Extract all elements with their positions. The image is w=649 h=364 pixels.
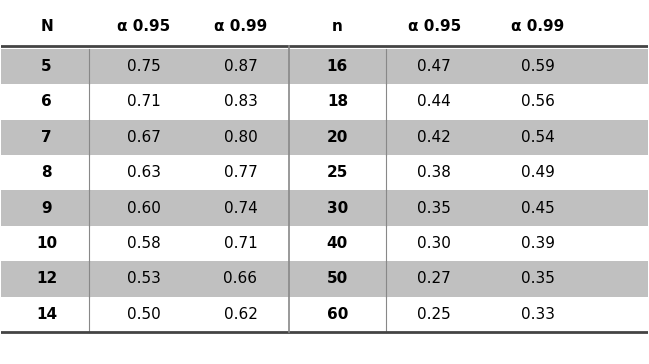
Text: 0.35: 0.35 <box>520 271 555 286</box>
Text: 0.80: 0.80 <box>224 130 258 145</box>
Text: 30: 30 <box>327 201 348 215</box>
Text: 0.59: 0.59 <box>520 59 555 74</box>
Text: 50: 50 <box>327 271 348 286</box>
Text: 0.54: 0.54 <box>521 130 555 145</box>
Text: 0.53: 0.53 <box>127 271 160 286</box>
Text: 0.38: 0.38 <box>417 165 451 180</box>
Text: 0.47: 0.47 <box>417 59 451 74</box>
Text: 0.77: 0.77 <box>224 165 258 180</box>
Text: 0.67: 0.67 <box>127 130 160 145</box>
Text: 18: 18 <box>327 94 348 109</box>
Text: 8: 8 <box>42 165 52 180</box>
Text: 0.83: 0.83 <box>223 94 258 109</box>
Text: 40: 40 <box>327 236 348 251</box>
Text: 0.35: 0.35 <box>417 201 451 215</box>
Text: 0.27: 0.27 <box>417 271 451 286</box>
Text: 0.44: 0.44 <box>417 94 451 109</box>
FancyBboxPatch shape <box>1 190 648 226</box>
Text: 0.42: 0.42 <box>417 130 451 145</box>
FancyBboxPatch shape <box>1 49 648 84</box>
Text: 0.60: 0.60 <box>127 201 160 215</box>
Text: α 0.95: α 0.95 <box>408 19 461 34</box>
Text: 0.87: 0.87 <box>224 59 258 74</box>
Text: 0.66: 0.66 <box>223 271 258 286</box>
Text: 0.30: 0.30 <box>417 236 451 251</box>
Text: 6: 6 <box>42 94 52 109</box>
Text: 20: 20 <box>326 130 348 145</box>
Text: 9: 9 <box>42 201 52 215</box>
Text: 0.75: 0.75 <box>127 59 160 74</box>
Text: 7: 7 <box>42 130 52 145</box>
Text: α 0.99: α 0.99 <box>214 19 267 34</box>
Text: 0.56: 0.56 <box>520 94 555 109</box>
Text: 10: 10 <box>36 236 57 251</box>
Text: 0.39: 0.39 <box>520 236 555 251</box>
FancyBboxPatch shape <box>1 119 648 155</box>
Text: 25: 25 <box>326 165 348 180</box>
Text: 0.50: 0.50 <box>127 307 160 322</box>
Text: 0.45: 0.45 <box>521 201 555 215</box>
Text: N: N <box>40 19 53 34</box>
Text: 5: 5 <box>42 59 52 74</box>
Text: 0.63: 0.63 <box>127 165 160 180</box>
Text: n: n <box>332 19 343 34</box>
Text: 0.71: 0.71 <box>224 236 258 251</box>
Text: 16: 16 <box>327 59 348 74</box>
Text: 0.74: 0.74 <box>224 201 258 215</box>
Text: 0.71: 0.71 <box>127 94 160 109</box>
Text: 0.25: 0.25 <box>417 307 451 322</box>
Text: 0.62: 0.62 <box>223 307 258 322</box>
Text: 0.58: 0.58 <box>127 236 160 251</box>
Text: 14: 14 <box>36 307 57 322</box>
Text: 0.49: 0.49 <box>520 165 555 180</box>
Text: α 0.99: α 0.99 <box>511 19 565 34</box>
Text: 60: 60 <box>326 307 348 322</box>
Text: α 0.95: α 0.95 <box>117 19 170 34</box>
FancyBboxPatch shape <box>1 261 648 297</box>
Text: 12: 12 <box>36 271 57 286</box>
Text: 0.33: 0.33 <box>520 307 555 322</box>
